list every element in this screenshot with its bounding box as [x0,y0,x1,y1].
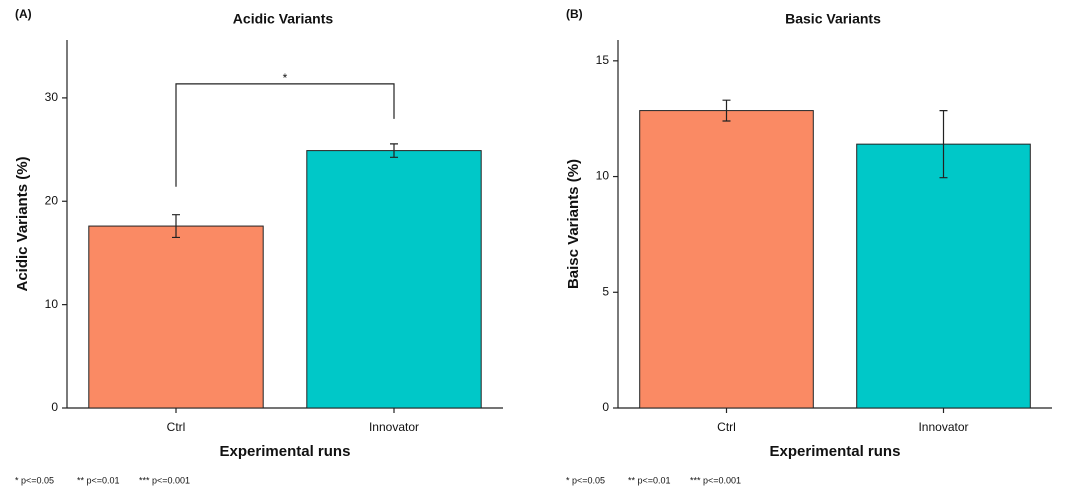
x-tick-label: Innovator [918,420,968,434]
error-bar [939,109,948,179]
footnote: ** p<=0.01 [628,475,671,485]
bar [306,150,482,409]
y-tick-label: 10 [596,169,610,183]
footnote: * p<=0.05 [566,475,605,485]
y-tick-label: 0 [602,400,609,414]
significance-label: * [283,71,288,85]
chart-title: Basic Variants [785,11,881,27]
significance-bracket [175,83,395,187]
y-tick-label: 10 [45,297,59,311]
footnote: ** p<=0.01 [77,475,120,485]
y-tick-label: 5 [602,284,609,298]
error-bar [172,214,180,239]
x-tick-label: Innovator [369,420,419,434]
bar [639,110,814,409]
error-bar [390,143,398,158]
footnote: *** p<=0.001 [139,475,190,485]
y-axis-label: Acidic Variants (%) [14,156,31,291]
panel-label: (A) [15,7,32,21]
bar [88,225,264,409]
y-tick-label: 0 [51,400,58,414]
x-axis-label: Experimental runs [220,443,351,460]
bar [856,143,1031,409]
footnote: *** p<=0.001 [690,475,741,485]
footnote: * p<=0.05 [15,475,54,485]
y-tick-label: 20 [45,193,59,207]
x-tick-label: Ctrl [167,420,186,434]
error-bar [722,99,731,122]
x-tick-label: Ctrl [717,420,736,434]
y-tick-label: 15 [596,53,610,67]
x-axis-label: Experimental runs [770,443,901,460]
y-axis-label: Baisc Variants (%) [565,159,582,289]
panel-label: (B) [566,7,583,21]
chart-title: Acidic Variants [233,11,334,27]
y-tick-label: 30 [45,90,59,104]
